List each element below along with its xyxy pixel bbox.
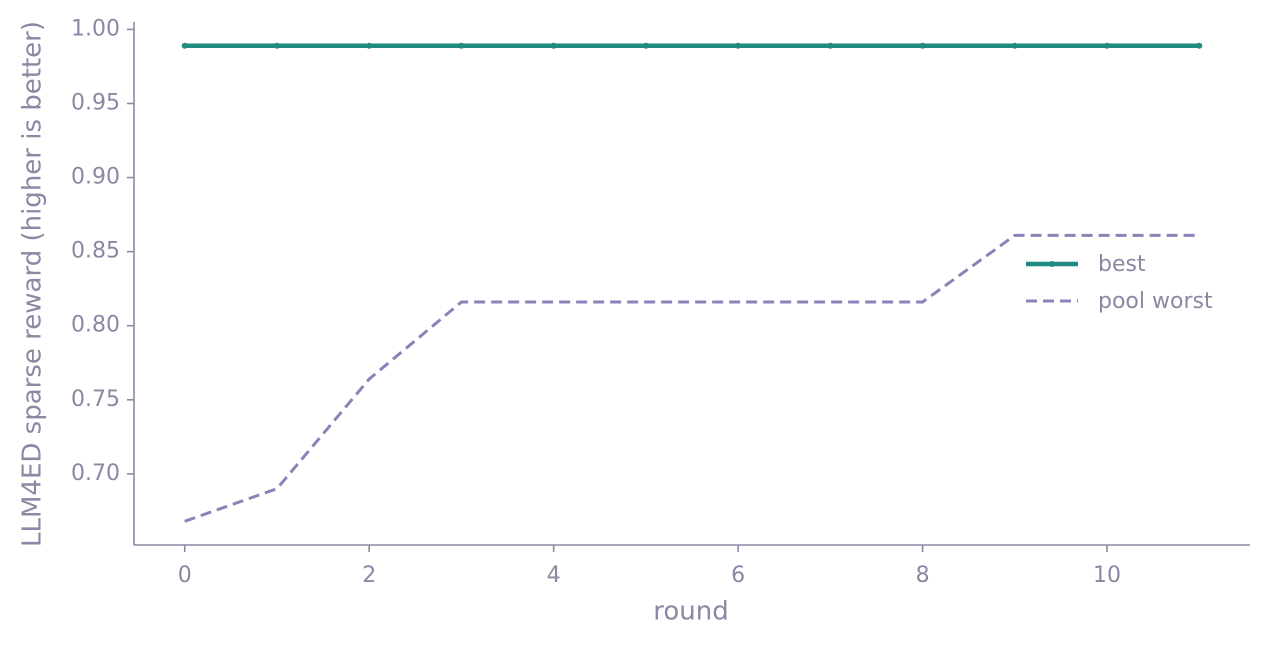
point (827, 42, 834, 49)
series-line (184, 233, 1200, 523)
point (735, 42, 742, 49)
y-tick-label: 0.85 (71, 239, 120, 264)
point (458, 42, 465, 49)
x-tick-label: 6 (731, 563, 745, 588)
legend-label: best (1098, 252, 1146, 277)
point (181, 42, 188, 49)
point (366, 42, 373, 49)
legend-marker (1049, 261, 1055, 267)
point (1104, 42, 1111, 49)
y-axis-label: LLM4ED sparse reward (higher is better) (18, 21, 48, 547)
point (273, 42, 280, 49)
y-tick-label: 0.95 (71, 90, 120, 115)
x-tick-label: 8 (916, 563, 930, 588)
y-tick-label: 1.00 (71, 16, 120, 41)
legend-label: pool worst (1098, 289, 1213, 314)
y-tick-label: 0.75 (71, 387, 120, 412)
x-tick-label: 2 (362, 563, 376, 588)
point (1011, 42, 1018, 49)
x-tick-label: 4 (547, 563, 561, 588)
y-tick-label: 0.80 (71, 313, 120, 338)
x-tick-label: 10 (1093, 563, 1121, 588)
y-tick-label: 0.90 (71, 165, 120, 190)
x-axis-label: round (653, 597, 729, 627)
point (1196, 42, 1203, 49)
x-tick-label: 0 (178, 563, 192, 588)
point (550, 42, 557, 49)
point (919, 42, 926, 49)
y-tick-label: 0.70 (71, 461, 120, 486)
point (642, 42, 649, 49)
